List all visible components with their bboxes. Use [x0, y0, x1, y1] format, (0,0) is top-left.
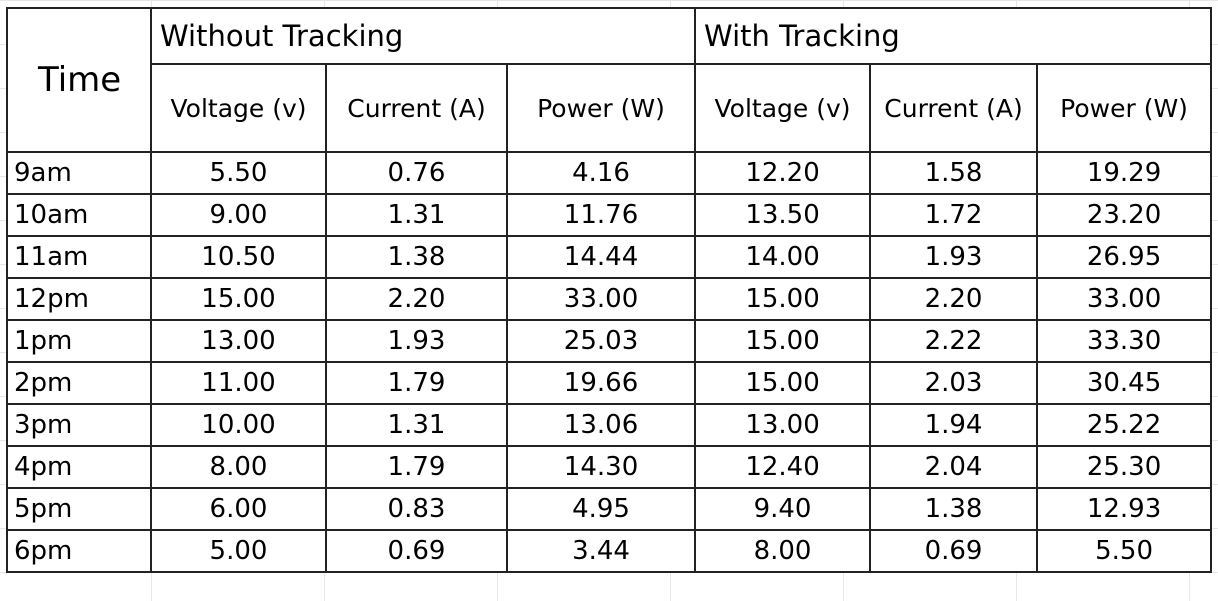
cell-power-without[interactable]: 25.03: [505, 319, 697, 363]
cell-voltage-with[interactable]: 9.40: [694, 487, 872, 531]
cell-time[interactable]: 2pm: [6, 361, 152, 405]
cell-time[interactable]: 9am: [6, 151, 152, 195]
cell-power-with[interactable]: 26.95: [1036, 235, 1213, 279]
group-header-with-tracking[interactable]: With Tracking: [694, 7, 1213, 65]
cell-voltage-with[interactable]: 14.00: [694, 235, 872, 279]
cell-voltage-with[interactable]: 15.00: [694, 361, 872, 405]
cell-current-without[interactable]: 2.20: [325, 277, 508, 321]
cell-voltage-without[interactable]: 5.00: [150, 529, 327, 573]
cell-power-with[interactable]: 33.00: [1036, 277, 1213, 321]
cell-voltage-without[interactable]: 8.00: [150, 445, 327, 489]
header-group-row: Time Without Tracking With Tracking: [6, 7, 1213, 153]
cell-current-with[interactable]: 2.04: [869, 445, 1039, 489]
cell-time[interactable]: 6pm: [6, 529, 152, 573]
table-row: 1pm 13.00 1.93 25.03 15.00 2.22 33.30: [6, 319, 1213, 363]
cell-current-with[interactable]: 1.38: [869, 487, 1039, 531]
cell-current-without[interactable]: 1.38: [325, 235, 508, 279]
cell-voltage-with[interactable]: 15.00: [694, 319, 872, 363]
cell-power-with[interactable]: 25.22: [1036, 403, 1213, 447]
table-row: 5pm 6.00 0.83 4.95 9.40 1.38 12.93: [6, 487, 1213, 531]
cell-time[interactable]: 12pm: [6, 277, 152, 321]
cell-current-without[interactable]: 1.31: [325, 193, 508, 237]
cell-current-without[interactable]: 0.83: [325, 487, 508, 531]
column-header-voltage-without[interactable]: Voltage (v): [150, 63, 327, 153]
cell-voltage-without[interactable]: 6.00: [150, 487, 327, 531]
cell-voltage-without[interactable]: 15.00: [150, 277, 327, 321]
cell-voltage-with[interactable]: 8.00: [694, 529, 872, 573]
column-header-current-with[interactable]: Current (A): [869, 63, 1039, 153]
cell-current-with[interactable]: 0.69: [869, 529, 1039, 573]
tracking-data-table: Time Without Tracking With Tracking Volt…: [6, 7, 1213, 573]
cell-power-with[interactable]: 33.30: [1036, 319, 1213, 363]
table-body: 9am 5.50 0.76 4.16 12.20 1.58 19.29 10am 9.00 1.3…: [6, 151, 1213, 573]
cell-voltage-with[interactable]: 12.20: [694, 151, 872, 195]
cell-power-without[interactable]: 4.95: [505, 487, 697, 531]
table-row: 6pm 5.00 0.69 3.44 8.00 0.69 5.50: [6, 529, 1213, 573]
cell-current-without[interactable]: 1.79: [325, 361, 508, 405]
cell-current-with[interactable]: 1.58: [869, 151, 1039, 195]
cell-power-without[interactable]: 33.00: [505, 277, 697, 321]
cell-power-with[interactable]: 12.93: [1036, 487, 1213, 531]
cell-time[interactable]: 10am: [6, 193, 152, 237]
cell-time[interactable]: 3pm: [6, 403, 152, 447]
table-row: 4pm 8.00 1.79 14.30 12.40 2.04 25.30: [6, 445, 1213, 489]
cell-current-with[interactable]: 1.94: [869, 403, 1039, 447]
cell-voltage-without[interactable]: 9.00: [150, 193, 327, 237]
cell-power-without[interactable]: 19.66: [505, 361, 697, 405]
cell-voltage-without[interactable]: 5.50: [150, 151, 327, 195]
column-header-power-without[interactable]: Power (W): [505, 63, 697, 153]
cell-voltage-with[interactable]: 13.50: [694, 193, 872, 237]
table-row: 9am 5.50 0.76 4.16 12.20 1.58 19.29: [6, 151, 1213, 195]
time-header[interactable]: Time: [6, 7, 152, 153]
cell-current-with[interactable]: 1.93: [869, 235, 1039, 279]
cell-voltage-with[interactable]: 12.40: [694, 445, 872, 489]
cell-power-with[interactable]: 19.29: [1036, 151, 1213, 195]
cell-current-without[interactable]: 0.76: [325, 151, 508, 195]
cell-current-without[interactable]: 1.93: [325, 319, 508, 363]
column-header-voltage-with[interactable]: Voltage (v): [694, 63, 872, 153]
cell-current-without[interactable]: 1.79: [325, 445, 508, 489]
cell-voltage-with[interactable]: 15.00: [694, 277, 872, 321]
table-header: Time Without Tracking With Tracking Volt…: [6, 7, 1213, 153]
cell-voltage-without[interactable]: 13.00: [150, 319, 327, 363]
cell-time[interactable]: 5pm: [6, 487, 152, 531]
column-header-current-without[interactable]: Current (A): [325, 63, 508, 153]
cell-current-with[interactable]: 2.20: [869, 277, 1039, 321]
table-row: 12pm 15.00 2.20 33.00 15.00 2.20 33.00: [6, 277, 1213, 321]
cell-power-with[interactable]: 23.20: [1036, 193, 1213, 237]
cell-power-without[interactable]: 13.06: [505, 403, 697, 447]
header-column-row: Voltage (v) Current (A) Power (W) Voltag…: [7, 63, 1213, 153]
cell-voltage-with[interactable]: 13.00: [694, 403, 872, 447]
cell-current-with[interactable]: 2.22: [869, 319, 1039, 363]
cell-current-with[interactable]: 1.72: [869, 193, 1039, 237]
cell-current-without[interactable]: 1.31: [325, 403, 508, 447]
cell-power-with[interactable]: 5.50: [1036, 529, 1213, 573]
table-row: 2pm 11.00 1.79 19.66 15.00 2.03 30.45: [6, 361, 1213, 405]
group-header-without-tracking[interactable]: Without Tracking: [149, 7, 697, 65]
cell-current-with[interactable]: 2.03: [869, 361, 1039, 405]
cell-power-without[interactable]: 11.76: [505, 193, 697, 237]
cell-time[interactable]: 11am: [6, 235, 152, 279]
cell-time[interactable]: 4pm: [6, 445, 152, 489]
cell-power-without[interactable]: 14.44: [505, 235, 697, 279]
cell-power-without[interactable]: 3.44: [505, 529, 697, 573]
cell-voltage-without[interactable]: 10.50: [150, 235, 327, 279]
cell-power-without[interactable]: 4.16: [505, 151, 697, 195]
table-row: 10am 9.00 1.31 11.76 13.50 1.72 23.20: [6, 193, 1213, 237]
cell-power-with[interactable]: 30.45: [1036, 361, 1213, 405]
cell-power-without[interactable]: 14.30: [505, 445, 697, 489]
table-row: 11am 10.50 1.38 14.44 14.00 1.93 26.95: [6, 235, 1213, 279]
table-row: 3pm 10.00 1.31 13.06 13.00 1.94 25.22: [6, 403, 1213, 447]
cell-voltage-without[interactable]: 10.00: [150, 403, 327, 447]
cell-power-with[interactable]: 25.30: [1036, 445, 1213, 489]
cell-voltage-without[interactable]: 11.00: [150, 361, 327, 405]
cell-current-without[interactable]: 0.69: [325, 529, 508, 573]
column-header-power-with[interactable]: Power (W): [1036, 63, 1213, 153]
cell-time[interactable]: 1pm: [6, 319, 152, 363]
